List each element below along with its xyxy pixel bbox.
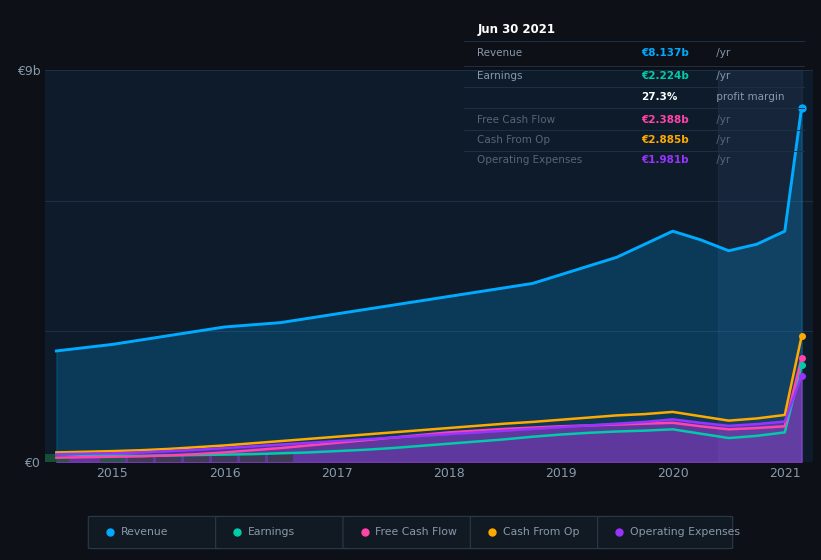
Bar: [156, 455, 181, 462]
Bar: [128, 456, 153, 462]
Text: €2.388b: €2.388b: [641, 115, 689, 124]
Text: Revenue: Revenue: [121, 527, 168, 537]
Text: Free Cash Flow: Free Cash Flow: [375, 527, 457, 537]
Text: Jun 30 2021: Jun 30 2021: [478, 22, 556, 35]
Bar: [268, 453, 293, 462]
Text: €2.885b: €2.885b: [641, 136, 689, 145]
Text: /yr: /yr: [713, 48, 730, 58]
Text: €8.137b: €8.137b: [641, 48, 689, 58]
Text: /yr: /yr: [713, 115, 730, 124]
Bar: [212, 455, 236, 462]
Text: Operating Expenses: Operating Expenses: [478, 155, 583, 165]
Text: Operating Expenses: Operating Expenses: [630, 527, 740, 537]
FancyBboxPatch shape: [89, 516, 223, 549]
Text: Cash From Op: Cash From Op: [478, 136, 551, 145]
Bar: [184, 455, 209, 462]
Text: 27.3%: 27.3%: [641, 92, 677, 102]
Bar: [44, 454, 69, 462]
Text: /yr: /yr: [713, 136, 730, 145]
Text: Free Cash Flow: Free Cash Flow: [478, 115, 556, 124]
Bar: [718, 70, 801, 462]
FancyBboxPatch shape: [598, 516, 732, 549]
Text: Earnings: Earnings: [248, 527, 296, 537]
Text: Earnings: Earnings: [478, 72, 523, 82]
FancyBboxPatch shape: [470, 516, 605, 549]
Text: profit margin: profit margin: [713, 92, 784, 102]
Bar: [100, 455, 125, 462]
FancyBboxPatch shape: [343, 516, 478, 549]
Text: €2.224b: €2.224b: [641, 72, 689, 82]
Text: /yr: /yr: [713, 155, 730, 165]
Text: €1.981b: €1.981b: [641, 155, 689, 165]
FancyBboxPatch shape: [216, 516, 351, 549]
Text: /yr: /yr: [713, 72, 730, 82]
Bar: [241, 454, 265, 462]
Text: Cash From Op: Cash From Op: [502, 527, 580, 537]
Text: Revenue: Revenue: [478, 48, 523, 58]
